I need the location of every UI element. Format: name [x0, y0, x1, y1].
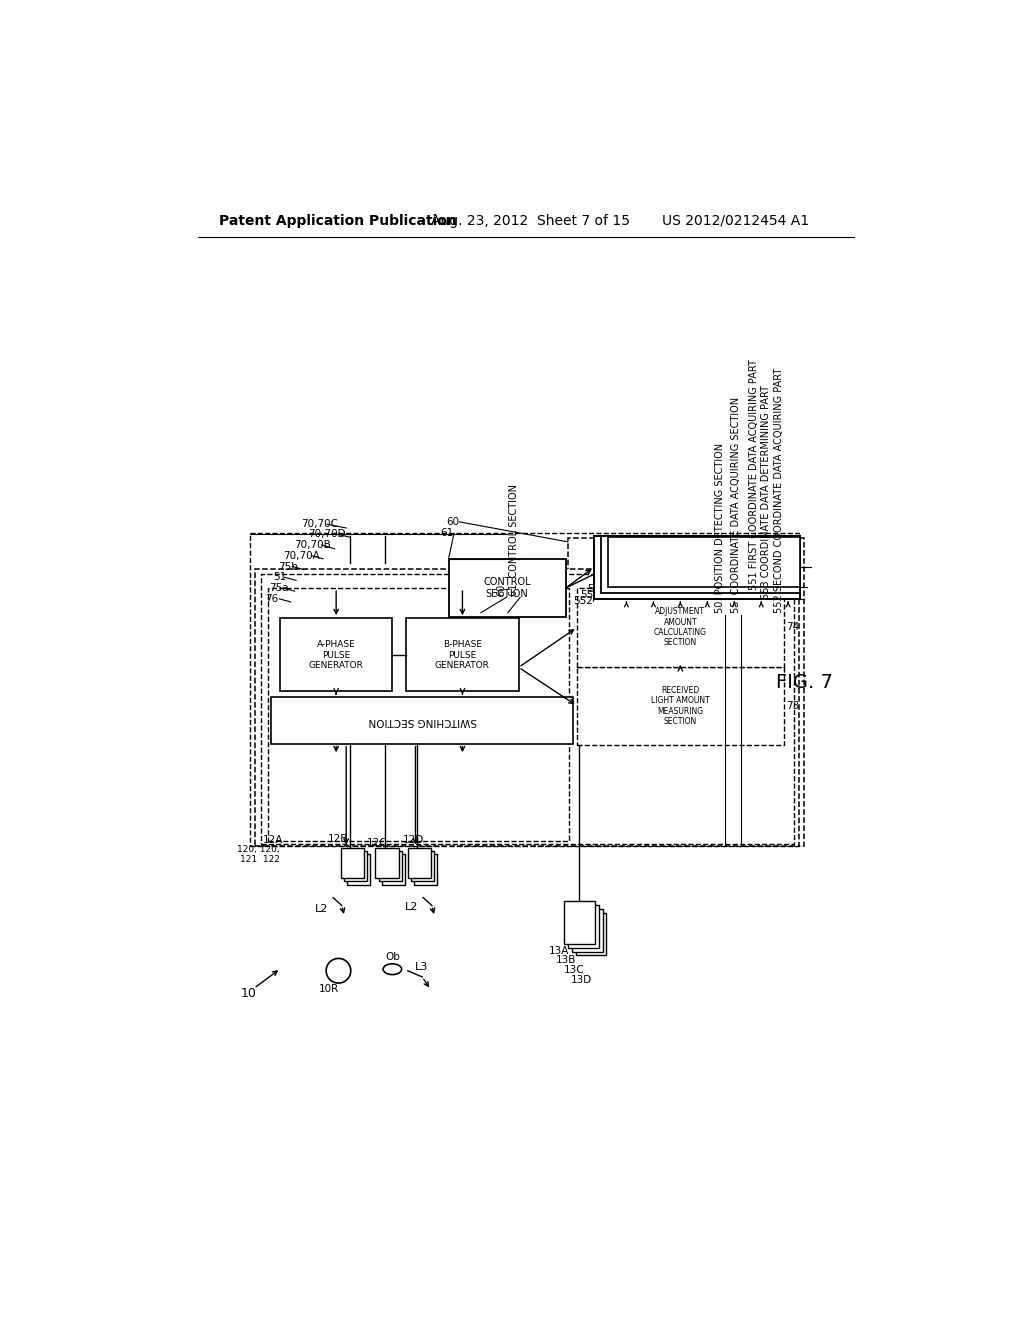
- Text: CONTROL
SECTION: CONTROL SECTION: [483, 577, 530, 599]
- Bar: [449, 558, 565, 616]
- Bar: [344, 850, 367, 882]
- Text: 70,70B: 70,70B: [294, 540, 331, 550]
- Text: ADJUSTMENT
AMOUNT
CALCULATING
SECTION: ADJUSTMENT AMOUNT CALCULATING SECTION: [654, 607, 707, 647]
- Bar: [408, 847, 431, 878]
- Text: A-PHASE
PULSE
GENERATOR: A-PHASE PULSE GENERATOR: [308, 640, 364, 671]
- Text: 552 SECOND COORDINATE DATA ACQUIRING PART: 552 SECOND COORDINATE DATA ACQUIRING PAR…: [774, 367, 784, 612]
- Text: 13B: 13B: [556, 956, 577, 965]
- Text: 12C: 12C: [367, 838, 387, 847]
- Text: 13D: 13D: [571, 974, 593, 985]
- Bar: [564, 902, 595, 944]
- Text: 12B: 12B: [329, 834, 348, 843]
- Bar: [376, 847, 398, 878]
- Bar: [407, 618, 518, 692]
- Text: 60: 60: [446, 517, 460, 527]
- Text: US 2012/0212454 A1: US 2012/0212454 A1: [662, 214, 809, 227]
- Text: 70,70D: 70,70D: [307, 529, 345, 539]
- Bar: [255, 569, 799, 846]
- Bar: [601, 536, 801, 593]
- Bar: [578, 589, 783, 667]
- Bar: [594, 536, 801, 599]
- Text: 70,70A: 70,70A: [283, 550, 319, 561]
- Text: 55  COORDINATE DATA ACQUIRING SECTION: 55 COORDINATE DATA ACQUIRING SECTION: [731, 396, 741, 612]
- Text: 70,70C: 70,70C: [301, 519, 339, 529]
- Bar: [575, 913, 606, 956]
- Bar: [347, 854, 370, 884]
- Text: 553: 553: [588, 583, 607, 594]
- Text: 75a: 75a: [269, 583, 289, 593]
- Text: Ob: Ob: [385, 952, 399, 961]
- Text: 74: 74: [785, 622, 799, 632]
- Bar: [379, 850, 401, 882]
- Text: 12D: 12D: [403, 836, 425, 845]
- Bar: [382, 854, 404, 884]
- Text: L2: L2: [404, 902, 418, 912]
- Bar: [411, 850, 434, 882]
- Bar: [571, 909, 602, 952]
- Text: L3: L3: [415, 962, 428, 972]
- Text: 551 FIRST COORDINATE DATA ACQUIRING PART: 551 FIRST COORDINATE DATA ACQUIRING PART: [749, 359, 759, 590]
- Text: 12A: 12A: [262, 834, 283, 845]
- Text: 10R: 10R: [319, 983, 339, 994]
- Text: 121  122: 121 122: [240, 855, 280, 865]
- Bar: [578, 667, 783, 744]
- Bar: [608, 537, 801, 586]
- Text: 553 COORDINATE DATA DETERMINING PART: 553 COORDINATE DATA DETERMINING PART: [761, 385, 771, 599]
- Bar: [267, 589, 569, 841]
- Text: SWITCHING SECTION: SWITCHING SECTION: [369, 715, 476, 726]
- Text: 73: 73: [785, 701, 799, 711]
- Text: Patent Application Publication: Patent Application Publication: [219, 214, 457, 227]
- Text: Aug. 23, 2012  Sheet 7 of 15: Aug. 23, 2012 Sheet 7 of 15: [431, 214, 630, 227]
- Text: 120, 120,: 120, 120,: [238, 845, 280, 854]
- Text: B-PHASE
PULSE
GENERATOR: B-PHASE PULSE GENERATOR: [435, 640, 489, 671]
- Bar: [261, 574, 795, 843]
- Text: 552: 552: [573, 597, 593, 606]
- Text: L2: L2: [314, 904, 329, 915]
- Text: RECEIVED
LIGHT AMOUNT
MEASURING
SECTION: RECEIVED LIGHT AMOUNT MEASURING SECTION: [651, 686, 710, 726]
- Text: 75b: 75b: [279, 561, 298, 572]
- Text: 551: 551: [581, 590, 600, 601]
- Text: 13A: 13A: [549, 946, 569, 956]
- Bar: [568, 906, 599, 948]
- Bar: [568, 539, 804, 846]
- Text: 60: 60: [497, 583, 506, 595]
- Bar: [414, 854, 437, 884]
- Text: FIG. 7: FIG. 7: [776, 672, 833, 692]
- Bar: [341, 847, 364, 878]
- Text: 13C: 13C: [564, 965, 585, 975]
- Bar: [271, 697, 573, 743]
- Text: 50  POSITION DETECTING SECTION: 50 POSITION DETECTING SECTION: [715, 442, 725, 612]
- Text: 61: 61: [440, 528, 454, 539]
- Text: 61  CONTROL SECTION: 61 CONTROL SECTION: [509, 483, 519, 595]
- Bar: [250, 533, 799, 846]
- Text: 51: 51: [273, 573, 287, 582]
- Bar: [280, 618, 392, 692]
- Text: 76: 76: [265, 594, 279, 603]
- Text: 10: 10: [241, 987, 257, 1001]
